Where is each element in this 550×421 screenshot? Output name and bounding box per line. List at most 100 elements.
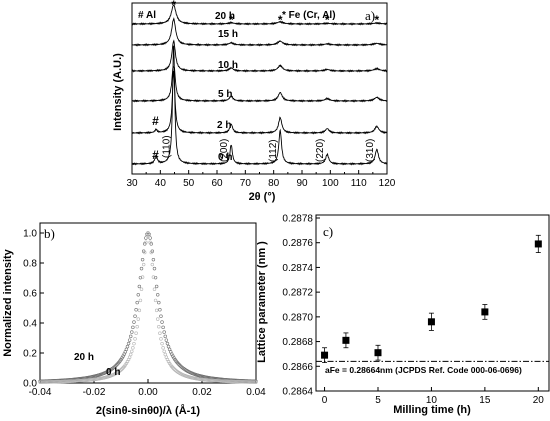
panel-c-reference-label: aFe = 0.28664nm (JCPDS Ref. Code 000-06-… bbox=[325, 365, 522, 375]
panel-b-point bbox=[238, 380, 242, 384]
panel-b-point bbox=[235, 380, 240, 384]
panel-b-point bbox=[124, 347, 129, 352]
panel-b-point bbox=[135, 325, 139, 329]
panel-a-miller-label: (220) bbox=[315, 139, 326, 162]
panel-b-point bbox=[129, 334, 133, 339]
panel-b-point bbox=[163, 334, 167, 339]
panel-b-point bbox=[65, 379, 69, 384]
panel-b-point bbox=[166, 344, 171, 349]
panel-b-point bbox=[161, 346, 165, 350]
panel-b-point bbox=[158, 308, 162, 312]
panel-b-point bbox=[139, 287, 144, 291]
panel-b-point bbox=[76, 379, 80, 383]
panel-b-point bbox=[157, 325, 161, 329]
panel-b-point bbox=[241, 380, 245, 384]
panel-a-series-10h bbox=[131, 39, 388, 73]
panel-b-xtick-label: 0.00 bbox=[138, 387, 158, 398]
panel-b-point bbox=[212, 378, 216, 383]
panel-b-point bbox=[137, 284, 142, 289]
panel-a-xtick-label: 50 bbox=[183, 178, 195, 189]
panel-b-frame bbox=[39, 222, 257, 384]
panel-b-point bbox=[160, 341, 164, 346]
panel-c-ytick-label: 0.2872 bbox=[282, 288, 313, 299]
panel-b-point bbox=[165, 341, 170, 346]
panel-b-point bbox=[132, 320, 136, 324]
panel-c-xlabel: Milling time (h) bbox=[393, 404, 471, 416]
panel-b-series-20h: 20 h bbox=[74, 352, 94, 363]
panel-a-ylabel: Intensity (A.U.) bbox=[112, 53, 124, 131]
panel-b-point bbox=[45, 380, 50, 384]
panel-b-point bbox=[78, 379, 82, 383]
panel-b-point bbox=[139, 266, 144, 271]
panel-b-point bbox=[54, 380, 58, 384]
panel-a: 30 40 50 60 70 80 90 100 110 120 0 h 2 h 5 h 10 h 15 … bbox=[112, 0, 396, 203]
panel-b-point bbox=[252, 380, 256, 384]
panel-c-ytick-label: 0.2866 bbox=[282, 362, 313, 373]
panel-a-hash-marker: # bbox=[152, 114, 159, 128]
panel-b-point bbox=[69, 379, 74, 383]
panel-c-xtick-label: 5 bbox=[375, 395, 381, 406]
panel-b-point bbox=[154, 308, 159, 313]
panel-c-point bbox=[481, 308, 489, 316]
panel-a-star-marker: * bbox=[325, 13, 330, 27]
panel-b-point bbox=[159, 314, 163, 318]
panel-b-point bbox=[53, 380, 57, 384]
panel-b-point bbox=[138, 275, 143, 280]
panel-b-point bbox=[56, 380, 61, 384]
panel-a-xtick-label: 90 bbox=[296, 178, 308, 189]
panel-a-series-label: 20 h bbox=[215, 11, 235, 22]
panel-b-point bbox=[156, 317, 160, 321]
panel-c-xtick-label: 15 bbox=[479, 395, 491, 406]
panel-b-point bbox=[70, 379, 75, 383]
panel-b-point bbox=[68, 379, 72, 383]
panel-b-xtick-label: 0.04 bbox=[246, 387, 266, 398]
panel-b-point bbox=[149, 250, 153, 255]
panel-c-ytick-label: 0.2864 bbox=[282, 387, 313, 398]
panel-a-xtick-label: 60 bbox=[211, 178, 223, 189]
panel-b-point bbox=[224, 379, 228, 383]
panel-b-point bbox=[132, 341, 136, 346]
panel-b-point bbox=[63, 379, 67, 384]
panel-c-frame bbox=[315, 214, 550, 392]
panel-b-point bbox=[251, 380, 255, 384]
panel-a-xtick-label: 30 bbox=[126, 178, 138, 189]
panel-b-point bbox=[127, 355, 132, 359]
panel-b-point bbox=[134, 308, 138, 312]
panel-b-point bbox=[228, 379, 232, 384]
panel-b-point bbox=[72, 379, 77, 383]
panel-a-xtick-label: 40 bbox=[155, 178, 167, 189]
panel-b-point bbox=[130, 330, 134, 334]
panel-b-point bbox=[164, 338, 169, 342]
panel-b-ytick-label: 0.8 bbox=[23, 259, 37, 270]
panel-b-point bbox=[71, 379, 76, 383]
panel-c-point bbox=[342, 336, 350, 344]
panel-b-point bbox=[140, 275, 145, 279]
panel-b-point bbox=[254, 380, 258, 384]
panel-b-point bbox=[211, 378, 215, 383]
panel-b-point bbox=[246, 380, 251, 384]
panel-b-ytick-label: 0.2 bbox=[23, 349, 37, 360]
panel-c-xtick-label: 20 bbox=[533, 395, 545, 406]
panel-b-series-0h bbox=[38, 231, 258, 384]
panel-a-star-marker: * bbox=[278, 13, 283, 27]
panel-b-point bbox=[135, 300, 139, 305]
panel-b-point bbox=[213, 378, 217, 383]
panel-b-series-0h: 0 h bbox=[106, 367, 120, 378]
panel-b-point bbox=[157, 300, 161, 305]
panel-a-miller-label: (112) bbox=[268, 139, 279, 162]
panel-a-miller-label: (200) bbox=[219, 139, 230, 162]
panel-b-point bbox=[141, 262, 146, 267]
panel-c-xtick-label: 0 bbox=[322, 395, 328, 406]
panel-b-point bbox=[66, 379, 70, 384]
panel-a-label: a) bbox=[365, 8, 375, 23]
panel-b-point bbox=[64, 379, 68, 384]
panel-c-ylabel: Lattice parameter (nm ) bbox=[256, 241, 268, 363]
panel-b-point bbox=[151, 275, 156, 279]
panel-b-xtick-label: -0.04 bbox=[29, 387, 52, 398]
panel-b-point bbox=[50, 380, 54, 384]
panel-c-ytick-label: 0.2868 bbox=[282, 337, 313, 348]
panel-b-point bbox=[134, 331, 138, 335]
panel-a-xtick-label: 110 bbox=[351, 178, 367, 189]
panel-b-ytick-label: 1.0 bbox=[23, 229, 37, 240]
